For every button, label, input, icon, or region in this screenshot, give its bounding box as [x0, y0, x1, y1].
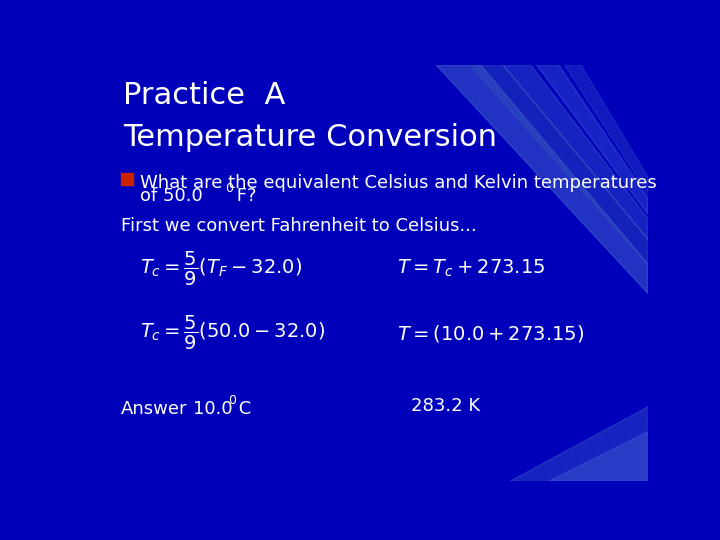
Polygon shape	[436, 65, 648, 294]
Text: 10.0: 10.0	[193, 400, 233, 417]
Polygon shape	[503, 65, 648, 239]
Text: 283.2 K: 283.2 K	[411, 397, 480, 415]
Polygon shape	[508, 406, 648, 481]
Text: $T_c = \dfrac{5}{9}(T_F - 32.0)$: $T_c = \dfrac{5}{9}(T_F - 32.0)$	[140, 250, 302, 288]
Polygon shape	[547, 431, 648, 481]
Text: Temperature Conversion: Temperature Conversion	[124, 123, 498, 152]
Polygon shape	[469, 65, 648, 265]
Text: $T = T_c + 273.15$: $T = T_c + 273.15$	[397, 258, 545, 279]
Text: $T_c = \dfrac{5}{9}(50.0 - 32.0)$: $T_c = \dfrac{5}{9}(50.0 - 32.0)$	[140, 314, 325, 353]
Text: of 50.0: of 50.0	[140, 187, 203, 205]
Text: 0: 0	[228, 394, 236, 407]
Polygon shape	[536, 65, 648, 214]
Polygon shape	[564, 65, 648, 194]
Text: Practice  A: Practice A	[124, 82, 286, 111]
Text: F?: F?	[230, 187, 256, 205]
Text: First we convert Fahrenheit to Celsius...: First we convert Fahrenheit to Celsius..…	[121, 217, 477, 234]
Text: 0: 0	[225, 182, 233, 195]
Text: What are the equivalent Celsius and Kelvin temperatures: What are the equivalent Celsius and Kelv…	[140, 174, 657, 192]
Text: $T = (10.0 + 273.15)$: $T = (10.0 + 273.15)$	[397, 322, 584, 343]
Text: Answer: Answer	[121, 400, 187, 417]
Text: C: C	[233, 400, 252, 417]
Bar	[121, 173, 133, 185]
